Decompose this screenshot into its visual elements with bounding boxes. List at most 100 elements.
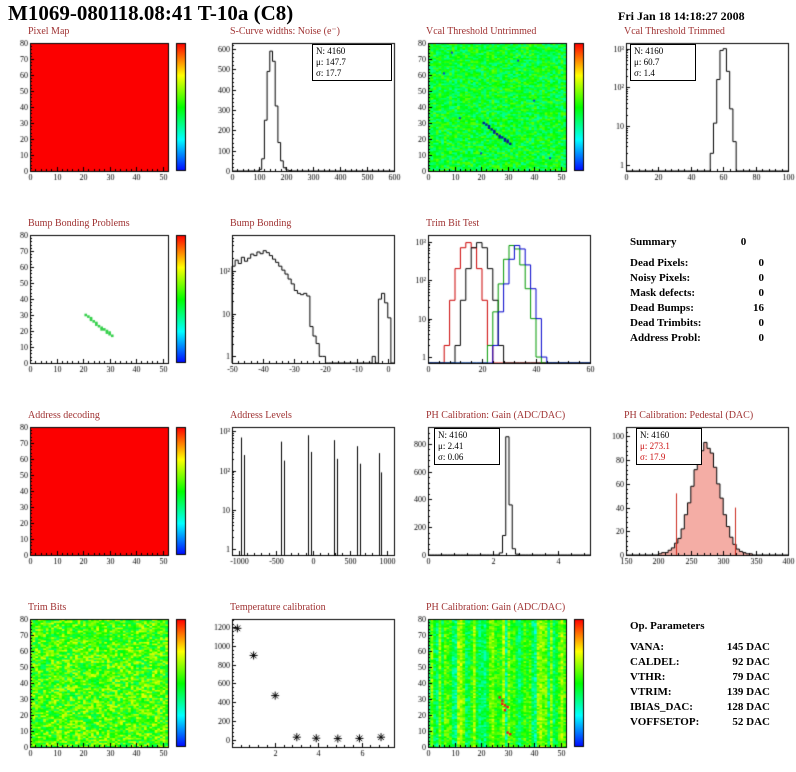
summary-header: Summary 0 — [630, 236, 796, 248]
plot-title: Bump Bonding — [230, 218, 292, 229]
stat-sigma: σ: 17.7 — [316, 68, 342, 78]
summary-panel: Summary 0 Dead Pixels: 0 Noisy Pixels: 0… — [600, 218, 796, 384]
summary-grade: 0 — [740, 236, 747, 248]
summary-row: Noisy Pixels: 0 — [630, 271, 764, 286]
plot-title: PH Calibration: Gain (ADC/DAC) — [426, 410, 566, 421]
summary-row-label: Address Probl: — [630, 332, 701, 344]
trim-bit-test-plot — [402, 230, 598, 380]
stat-entries: N: 4160 — [438, 430, 468, 440]
stat-entries: N: 4160 — [634, 46, 664, 56]
op-param-row: VTHR: 79 DAC — [630, 670, 770, 685]
panel-trim-bit-test: Trim Bit Test — [402, 218, 598, 384]
panel-bump-bonding-problems: Bump Bonding Problems — [4, 218, 200, 384]
summary-row-value: 0 — [758, 287, 765, 299]
summary-row-label: Mask defects: — [630, 287, 696, 299]
op-param-value: 145 DAC — [726, 641, 770, 653]
page-title: M1069-080118.08:41 T-10a (C8) — [8, 1, 294, 25]
panel-ph-gain-map: PH Calibration: Gain (ADC/DAC) — [402, 602, 598, 768]
panel-vcal-untrimmed: Vcal Threshold Untrimmed — [402, 26, 598, 192]
op-param-label: VOFFSETOP: — [630, 716, 700, 728]
plot-title: Vcal Threshold Untrimmed — [426, 26, 537, 37]
op-param-value: 128 DAC — [726, 701, 770, 713]
op-param-row: IBIAS_DAC: 128 DAC — [630, 700, 770, 715]
summary-row: Dead Pixels: 0 — [630, 256, 764, 271]
op-param-label: IBIAS_DAC: — [630, 701, 693, 713]
bump-bonding-problems-plot — [4, 230, 200, 380]
plot-title: Temperature calibration — [230, 602, 326, 613]
stat-sigma: σ: 17.9 — [640, 452, 666, 462]
stat-sigma: σ: 0.06 — [438, 452, 464, 462]
ph-gain-map-plot — [402, 614, 598, 764]
panel-trim-bits: Trim Bits — [4, 602, 200, 768]
op-param-row: VOFFSETOP: 52 DAC — [630, 715, 770, 730]
op-param-value: 139 DAC — [726, 686, 770, 698]
vcal-untrimmed-plot — [402, 38, 598, 188]
op-param-value: 79 DAC — [732, 671, 770, 683]
op-parameters-header: Op. Parameters — [630, 620, 796, 632]
summary-row-label: Dead Bumps: — [630, 302, 694, 314]
plot-title: Vcal Threshold Trimmed — [624, 26, 725, 37]
stats-box: N: 4160 μ: 2.41 σ: 0.06 — [434, 428, 500, 465]
summary-row-value: 0 — [758, 272, 765, 284]
plot-title: PH Calibration: Gain (ADC/DAC) — [426, 602, 566, 613]
plot-title: Address decoding — [28, 410, 100, 421]
op-parameters-heading: Op. Parameters — [630, 620, 705, 632]
panel-temperature-calibration: Temperature calibration — [206, 602, 402, 768]
summary-row: Dead Trimbits: 0 — [630, 316, 764, 331]
stat-mean: μ: 2.41 — [438, 441, 464, 451]
address-levels-plot — [206, 422, 402, 572]
op-parameters-panel: Op. Parameters VANA: 145 DAC CALDEL: 92 … — [600, 602, 796, 768]
op-param-row: VTRIM: 139 DAC — [630, 685, 770, 700]
summary-heading: Summary — [630, 236, 677, 248]
op-param-label: VTHR: — [630, 671, 666, 683]
stat-mean: μ: 273.1 — [640, 441, 670, 451]
plot-title: Address Levels — [230, 410, 292, 421]
panel-scurve-noise: S-Curve widths: Noise (e⁻) N: 4160 μ: 14… — [206, 26, 402, 192]
summary-row-value: 16 — [753, 302, 764, 314]
panel-address-decoding: Address decoding — [4, 410, 200, 576]
stat-entries: N: 4160 — [640, 430, 670, 440]
op-param-row: VANA: 145 DAC — [630, 640, 770, 655]
summary-row-value: 0 — [758, 257, 765, 269]
summary-row: Mask defects: 0 — [630, 286, 764, 301]
stat-mean: μ: 60.7 — [634, 57, 660, 67]
timestamp: Fri Jan 18 14:18:27 2008 — [618, 9, 745, 23]
bump-bonding-plot — [206, 230, 402, 380]
plot-title: PH Calibration: Pedestal (DAC) — [624, 410, 754, 421]
panel-bump-bonding: Bump Bonding — [206, 218, 402, 384]
op-param-value: 52 DAC — [732, 716, 770, 728]
stats-box: N: 4160 μ: 273.1 σ: 17.9 — [636, 428, 702, 465]
plot-title: Bump Bonding Problems — [28, 218, 130, 229]
op-param-label: CALDEL: — [630, 656, 680, 668]
summary-row-value: 0 — [758, 332, 765, 344]
address-decoding-plot — [4, 422, 200, 572]
stat-entries: N: 4160 — [316, 46, 346, 56]
panel-pixel-map: Pixel Map — [4, 26, 200, 192]
stat-sigma: σ: 1.4 — [634, 68, 655, 78]
op-param-label: VANA: — [630, 641, 665, 653]
plot-title: Pixel Map — [28, 26, 70, 37]
plot-title: Trim Bit Test — [426, 218, 480, 229]
panel-ph-gain-hist: PH Calibration: Gain (ADC/DAC) N: 4160 μ… — [402, 410, 598, 576]
ph-gain-hist-plot — [402, 422, 598, 572]
plot-title: Trim Bits — [28, 602, 67, 613]
pixel-map-plot — [4, 38, 200, 188]
summary-row-label: Dead Trimbits: — [630, 317, 702, 329]
summary-row-label: Dead Pixels: — [630, 257, 689, 269]
stats-box: N: 4160 μ: 60.7 σ: 1.4 — [630, 44, 696, 81]
plot-title: S-Curve widths: Noise (e⁻) — [230, 26, 340, 37]
op-param-row: CALDEL: 92 DAC — [630, 655, 770, 670]
trim-bits-plot — [4, 614, 200, 764]
temperature-calibration-plot — [206, 614, 402, 764]
summary-row-label: Noisy Pixels: — [630, 272, 691, 284]
summary-row: Address Probl: 0 — [630, 331, 764, 346]
op-param-value: 92 DAC — [732, 656, 770, 668]
panel-address-levels: Address Levels — [206, 410, 402, 576]
summary-row-value: 0 — [758, 317, 765, 329]
panel-ph-pedestal: PH Calibration: Pedestal (DAC) N: 4160 μ… — [600, 410, 796, 576]
stats-box: N: 4160 μ: 147.7 σ: 17.7 — [312, 44, 392, 81]
panel-vcal-trimmed: Vcal Threshold Trimmed N: 4160 μ: 60.7 σ… — [600, 26, 796, 192]
stat-mean: μ: 147.7 — [316, 57, 346, 67]
op-param-label: VTRIM: — [630, 686, 672, 698]
